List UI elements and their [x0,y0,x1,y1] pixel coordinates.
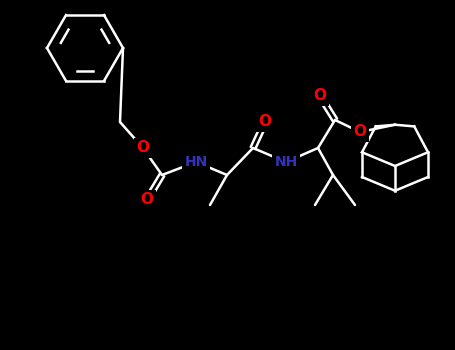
Text: O: O [136,140,150,155]
Text: O: O [313,89,327,104]
Text: O: O [258,114,272,130]
Text: HN: HN [184,155,207,169]
Text: O: O [354,125,366,140]
Text: NH: NH [274,155,298,169]
Text: O: O [141,193,153,208]
